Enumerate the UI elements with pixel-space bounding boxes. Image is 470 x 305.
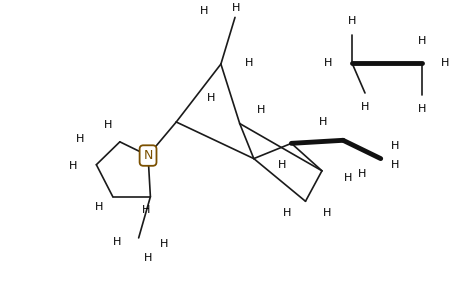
- Text: H: H: [69, 161, 77, 171]
- Text: H: H: [200, 6, 208, 16]
- Text: H: H: [232, 3, 240, 13]
- Text: H: H: [257, 105, 265, 115]
- Text: H: H: [418, 104, 426, 114]
- Text: H: H: [391, 160, 399, 170]
- Text: H: H: [391, 142, 399, 151]
- Text: H: H: [160, 239, 169, 249]
- Text: H: H: [94, 203, 103, 212]
- Text: H: H: [113, 238, 122, 247]
- Text: H: H: [282, 209, 291, 218]
- Text: H: H: [358, 169, 366, 179]
- Text: H: H: [322, 209, 331, 218]
- Text: H: H: [76, 134, 84, 144]
- Text: H: H: [104, 120, 112, 130]
- Text: H: H: [278, 160, 286, 170]
- Text: H: H: [245, 58, 253, 67]
- Text: H: H: [319, 117, 328, 127]
- Text: N: N: [143, 149, 153, 162]
- Text: H: H: [441, 58, 449, 68]
- Text: H: H: [141, 206, 150, 215]
- Text: H: H: [207, 93, 216, 102]
- Text: H: H: [418, 36, 426, 46]
- Text: H: H: [348, 16, 356, 26]
- Text: H: H: [144, 253, 152, 263]
- Text: H: H: [324, 58, 332, 68]
- Text: H: H: [361, 102, 369, 112]
- Text: H: H: [344, 174, 352, 183]
